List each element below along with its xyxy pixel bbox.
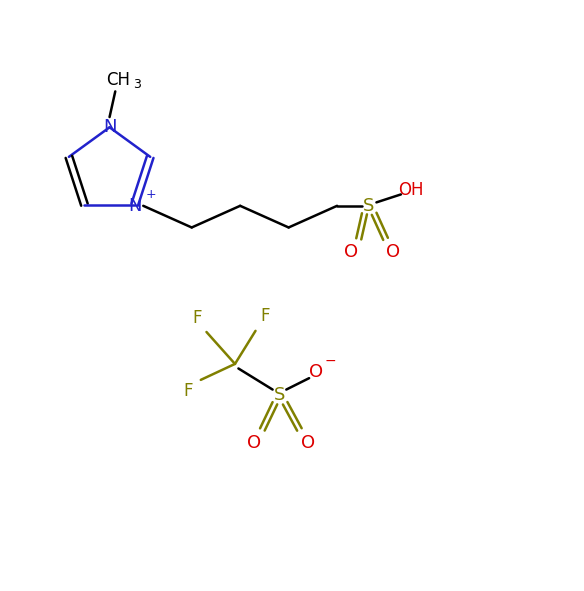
Text: N: N: [103, 118, 116, 137]
Text: N: N: [128, 197, 141, 215]
Text: O: O: [345, 243, 359, 261]
Text: +: +: [145, 188, 156, 201]
Text: S: S: [274, 387, 285, 404]
Text: −: −: [325, 354, 336, 368]
Text: O: O: [309, 363, 323, 381]
Text: 3: 3: [133, 78, 141, 91]
Text: F: F: [193, 309, 202, 327]
Text: F: F: [183, 382, 193, 400]
Text: S: S: [363, 197, 374, 215]
Text: CH: CH: [106, 71, 130, 89]
Text: O: O: [387, 243, 401, 261]
Text: OH: OH: [398, 181, 423, 199]
Text: F: F: [260, 307, 269, 325]
Text: O: O: [301, 434, 315, 452]
Text: O: O: [247, 434, 261, 452]
